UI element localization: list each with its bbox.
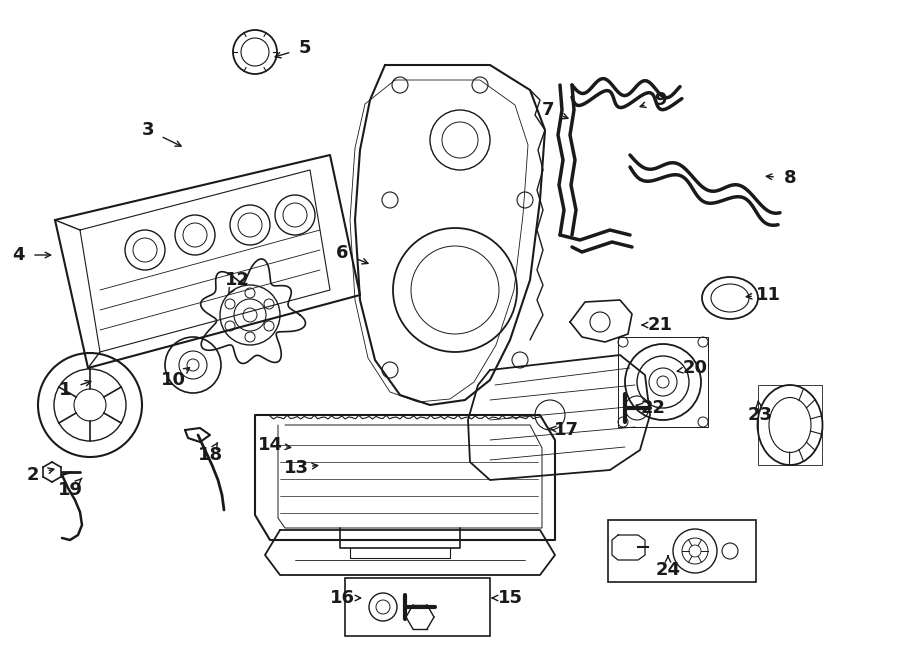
Bar: [758, 385, 822, 465]
Text: 20: 20: [682, 359, 707, 377]
Text: 19: 19: [58, 481, 83, 499]
Text: 2: 2: [27, 466, 40, 484]
Text: 18: 18: [197, 446, 222, 464]
Text: 21: 21: [647, 316, 672, 334]
Text: 24: 24: [655, 561, 680, 579]
Text: 7: 7: [542, 101, 554, 119]
Text: 12: 12: [224, 271, 249, 289]
Text: 23: 23: [748, 406, 772, 424]
Bar: [608, 520, 756, 582]
Bar: [345, 578, 490, 636]
Bar: [618, 337, 708, 427]
Text: 8: 8: [784, 169, 796, 187]
Text: 10: 10: [160, 371, 185, 389]
Text: 17: 17: [554, 421, 579, 439]
Text: 3: 3: [142, 121, 154, 139]
Text: 5: 5: [299, 39, 311, 57]
Text: 14: 14: [257, 436, 283, 454]
Text: 11: 11: [755, 286, 780, 304]
Text: 22: 22: [641, 399, 665, 417]
Text: 1: 1: [58, 381, 71, 399]
Text: 9: 9: [653, 91, 666, 109]
Text: 6: 6: [336, 244, 348, 262]
Text: 15: 15: [498, 589, 523, 607]
Text: 16: 16: [329, 589, 355, 607]
Text: 4: 4: [12, 246, 24, 264]
Text: 13: 13: [284, 459, 309, 477]
